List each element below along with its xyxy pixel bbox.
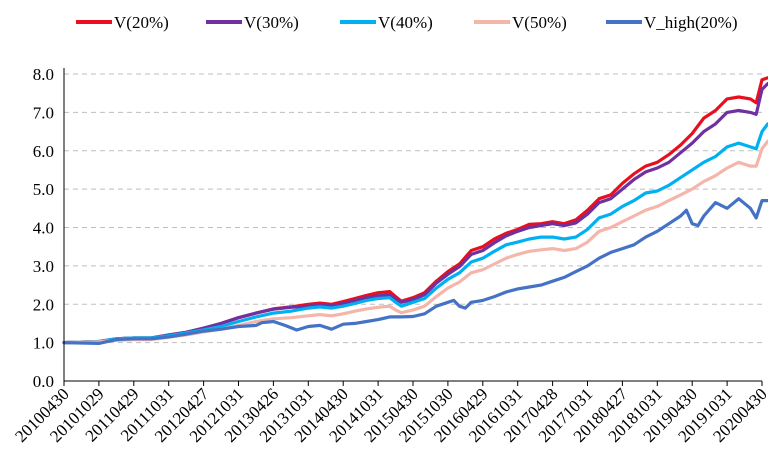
- legend-label-3: V(50%): [512, 13, 567, 32]
- series-line-4: [62, 197, 768, 345]
- y-tick-label: 0.0: [33, 372, 54, 391]
- series-lines: [62, 76, 768, 345]
- y-tick-label: 4.0: [33, 219, 54, 238]
- y-axis-tick-labels: 0.0 1.0 2.0 3.0 4.0 5.0 6.0 7.0 8.0: [33, 65, 54, 391]
- y-tick-label: 2.0: [33, 295, 54, 314]
- y-tick-label: 1.0: [33, 334, 54, 353]
- y-tick-label: 6.0: [33, 142, 54, 161]
- y-tick-label: 5.0: [33, 180, 54, 199]
- legend-label-0: V(20%): [114, 13, 169, 32]
- legend-label-4: V_high(20%): [644, 13, 737, 32]
- legend-label-1: V(30%): [244, 13, 299, 32]
- series-line-3: [62, 139, 768, 345]
- series-line-1: [62, 82, 768, 345]
- legend: V(20%) V(30%) V(40%) V(50%) V_high(20%): [76, 13, 737, 32]
- legend-label-2: V(40%): [378, 13, 433, 32]
- y-tick-label: 3.0: [33, 257, 54, 276]
- axes: [63, 68, 763, 386]
- series-line-2: [62, 122, 768, 345]
- y-tick-label: 7.0: [33, 103, 54, 122]
- x-axis-tick-labels: 2010043020101029201104292011103120120427…: [11, 384, 768, 446]
- y-tick-label: 8.0: [33, 65, 54, 84]
